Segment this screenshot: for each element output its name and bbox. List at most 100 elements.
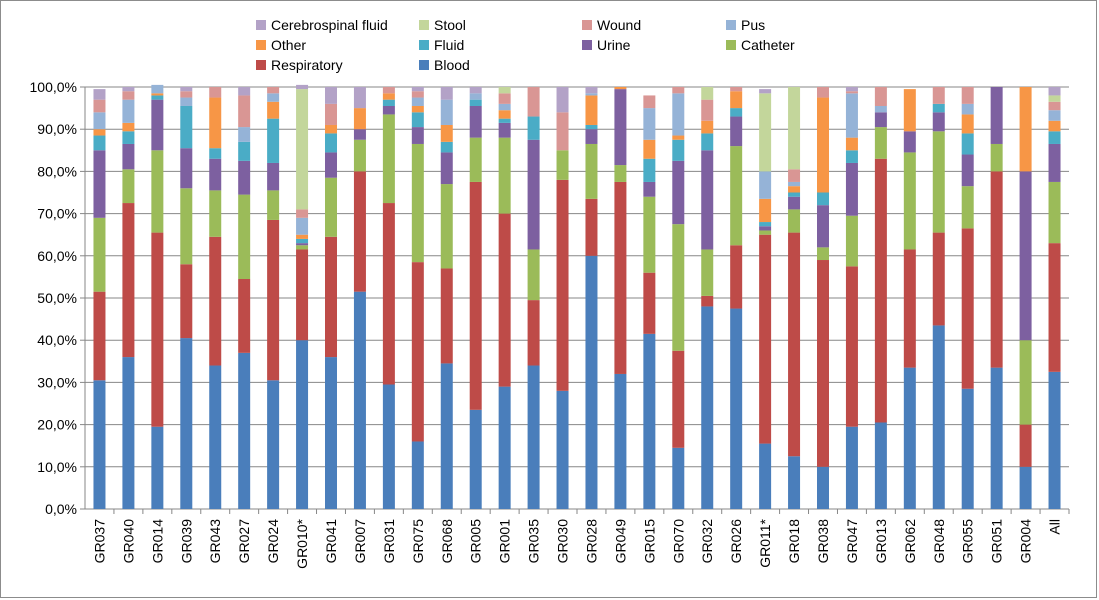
bar-segment-blood (469, 409, 482, 509)
bar-segment-stool (498, 87, 511, 94)
bar-segment-respiratory (527, 300, 540, 366)
bar-segment-pus (411, 97, 424, 106)
bar-segment-wound (961, 87, 974, 104)
bar-segment-fluid (122, 131, 135, 144)
bar-segment-urine (672, 160, 685, 225)
bar-segment-urine (961, 154, 974, 187)
bar-segment-blood (122, 357, 135, 509)
bar-segment-pus (180, 97, 193, 106)
bar-segment-fluid (845, 150, 858, 163)
legend-swatch (582, 40, 592, 50)
legend-item-fluid: Fluid (419, 35, 464, 55)
bar-segment-blood (267, 380, 280, 509)
bar-segment-wound (817, 87, 829, 98)
bar-segment-catheter (672, 224, 685, 351)
legend-label: Cerebrospinal fluid (271, 17, 388, 33)
legend-item-urine: Urine (582, 35, 630, 55)
bar-segment-fluid (527, 116, 540, 140)
bar-segment-respiratory (469, 181, 482, 410)
bar-segment-pus (267, 93, 280, 102)
legend-item-wound: Wound (582, 15, 641, 35)
bar-segment-blood (788, 456, 801, 509)
bar-segment-pus (643, 108, 656, 140)
bar-segment-wound (788, 169, 801, 182)
bar-segment-blood (209, 365, 222, 509)
legend-label: Stool (434, 17, 466, 33)
bar-segment-catheter (585, 143, 598, 199)
bar-segment-fluid (498, 118, 511, 123)
legend-label: Wound (597, 17, 642, 33)
bar-segment-catheter (325, 177, 337, 237)
x-tick-label: GR038 (815, 519, 831, 564)
bar-segment-catheter (527, 249, 540, 301)
bar-segment-pus (296, 217, 309, 235)
bar-segment-wound (643, 95, 656, 109)
bar-segment-respiratory (267, 219, 280, 381)
bar-segment-blood (701, 306, 714, 509)
bar-segment-blood (151, 426, 164, 509)
bar-segment-cerebrospinal-fluid (845, 87, 858, 92)
bar-segment-blood (903, 367, 916, 509)
bar-segment-respiratory (990, 171, 1003, 368)
bar-segment-catheter (209, 190, 222, 237)
bar-segment-catheter (643, 196, 656, 273)
bar-segment-respiratory (845, 266, 858, 427)
bar-segment-blood (180, 338, 193, 509)
legend-swatch (419, 40, 429, 50)
bar-segment-other (1048, 120, 1061, 132)
bar-segment-catheter (180, 188, 193, 265)
bar-segment-urine (527, 139, 540, 250)
bar-segment-urine (1019, 171, 1032, 341)
bar-segment-urine (267, 162, 280, 191)
bar-segment-cerebrospinal-fluid (411, 87, 424, 92)
bar-segment-urine (209, 158, 222, 191)
bar-segment-wound (932, 87, 945, 104)
bar-segment-wound (701, 99, 714, 121)
legend-swatch (419, 20, 429, 30)
bar-segment-catheter (238, 194, 251, 280)
bar-segment-blood (932, 325, 945, 509)
bar-segment-blood (614, 373, 627, 509)
legend-label: Respiratory (271, 57, 343, 73)
bar-segment-fluid (932, 103, 945, 113)
bar-segment-respiratory (730, 245, 743, 309)
bar-segment-catheter (556, 150, 569, 180)
bar-segment-urine (990, 87, 1003, 144)
bar-segment-respiratory (672, 350, 685, 448)
bar-segment-pus (759, 171, 772, 199)
bar-segment-blood (672, 447, 685, 509)
legend-item-blood: Blood (419, 55, 470, 75)
y-tick-label: 40,0% (37, 332, 77, 348)
x-tick-label: All (1047, 519, 1063, 535)
bar-segment-respiratory (759, 234, 772, 444)
x-tick-label: GR062 (902, 519, 918, 564)
bar-segment-blood (1019, 466, 1032, 509)
bar-segment-wound (1048, 101, 1061, 111)
bar-segment-catheter (151, 150, 164, 233)
bar-segment-catheter (817, 247, 829, 261)
bar-segment-catheter (730, 146, 743, 246)
bar-segment-urine (440, 152, 453, 185)
bar-segment-cerebrospinal-fluid (353, 87, 366, 109)
bar-segment-respiratory (238, 279, 251, 353)
bar-segment-other (614, 87, 627, 90)
legend-item-other: Other (256, 35, 306, 55)
bar-segment-fluid (267, 118, 280, 163)
bar-segment-wound (845, 91, 858, 94)
bar-segment-wound (238, 95, 251, 128)
bar-segment-fluid (151, 95, 164, 100)
bar-segment-respiratory (932, 232, 945, 326)
bar-segment-catheter (614, 165, 627, 182)
bar-segment-wound (209, 87, 222, 98)
bar-segment-urine (122, 143, 135, 170)
bar-segment-wound (411, 91, 424, 98)
bar-segment-respiratory (382, 203, 395, 385)
bar-segment-other (498, 110, 511, 119)
bar-segment-other (903, 89, 916, 132)
bar-segment-other (788, 186, 801, 193)
bar-segment-fluid (325, 133, 337, 153)
bar-segment-cerebrospinal-fluid (180, 87, 193, 92)
bar-segment-cerebrospinal-fluid (122, 87, 135, 92)
legend-label: Catheter (741, 37, 795, 53)
bar-segment-respiratory (556, 179, 569, 391)
